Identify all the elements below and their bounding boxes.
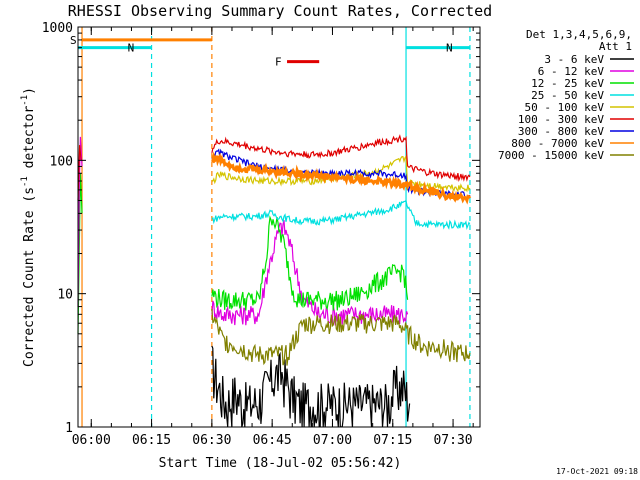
legend-header-1: Det 1,3,4,5,6,9, xyxy=(526,28,632,41)
legend-entry-label-5: 100 - 300 keV xyxy=(518,113,604,126)
legend-entry-label-7: 800 - 7000 keV xyxy=(511,137,604,150)
x-tick-label: 07:30 xyxy=(433,433,472,448)
x-tick-label: 06:45 xyxy=(253,433,292,448)
series-line-3 xyxy=(211,199,471,231)
legend-entry-label-3: 25 - 50 keV xyxy=(531,89,604,102)
edge-spike-1 xyxy=(77,136,83,307)
flag-label-3: F xyxy=(275,56,282,69)
y-axis-label-end: ) xyxy=(22,87,37,95)
edge-spike-2 xyxy=(77,145,82,201)
plot-area: S N N F xyxy=(70,27,472,428)
flag-label-0: S xyxy=(70,34,77,47)
series-line-0 xyxy=(211,345,411,428)
legend-entry-label-8: 7000 - 15000 keV xyxy=(498,149,604,162)
series-line-7 xyxy=(210,151,472,205)
y-tick-label: 1 xyxy=(65,421,73,436)
y-tick-label: 1000 xyxy=(42,21,73,36)
x-tick-label: 06:30 xyxy=(192,433,231,448)
series-line-8 xyxy=(211,308,471,366)
x-tick-label: 06:15 xyxy=(132,433,171,448)
y-tick-label: 100 xyxy=(50,154,73,169)
x-axis-label: Start Time (18-Jul-02 05:56:42) xyxy=(159,456,402,471)
y-axis-label-sup2: -1 xyxy=(20,95,30,106)
date-stamp: 17-Oct-2021 09:18 xyxy=(556,467,638,476)
x-tick-label: 06:00 xyxy=(72,433,111,448)
y-axis-label: Corrected Count Rate (s-1 detector-1) xyxy=(20,87,37,367)
legend-entry-label-4: 50 - 100 keV xyxy=(525,101,605,114)
x-tick-label: 07:15 xyxy=(373,433,412,448)
legend-entry-label-6: 300 - 800 keV xyxy=(518,125,604,138)
y-axis-label-mid: detector xyxy=(22,106,37,177)
y-tick-label: 10 xyxy=(57,288,73,303)
y-axis-label-part1: Corrected Count Rate (s xyxy=(22,187,37,367)
series-line-5 xyxy=(211,134,471,182)
plot-frame xyxy=(77,26,481,428)
x-axis: 06:00 06:15 06:30 06:45 07:00 07:15 07:30 xyxy=(72,27,474,448)
series-line-2 xyxy=(211,215,409,311)
legend-header-2: Att 1 xyxy=(599,40,632,53)
x-tick-label: 07:00 xyxy=(313,433,352,448)
series-line-1 xyxy=(211,220,409,326)
y-axis-label-sup1: -1 xyxy=(20,176,30,187)
flag-label-1: N xyxy=(128,42,135,55)
flag-label-2: N xyxy=(446,42,453,55)
chart-title: RHESSI Observing Summary Count Rates, Co… xyxy=(68,2,492,20)
legend-entry-label-1: 6 - 12 keV xyxy=(538,65,605,78)
legend-entry-label-0: 3 - 6 keV xyxy=(544,53,604,66)
y-axis: 1 10 100 1000 xyxy=(42,21,480,436)
legend-entry-label-2: 12 - 25 keV xyxy=(531,77,604,90)
